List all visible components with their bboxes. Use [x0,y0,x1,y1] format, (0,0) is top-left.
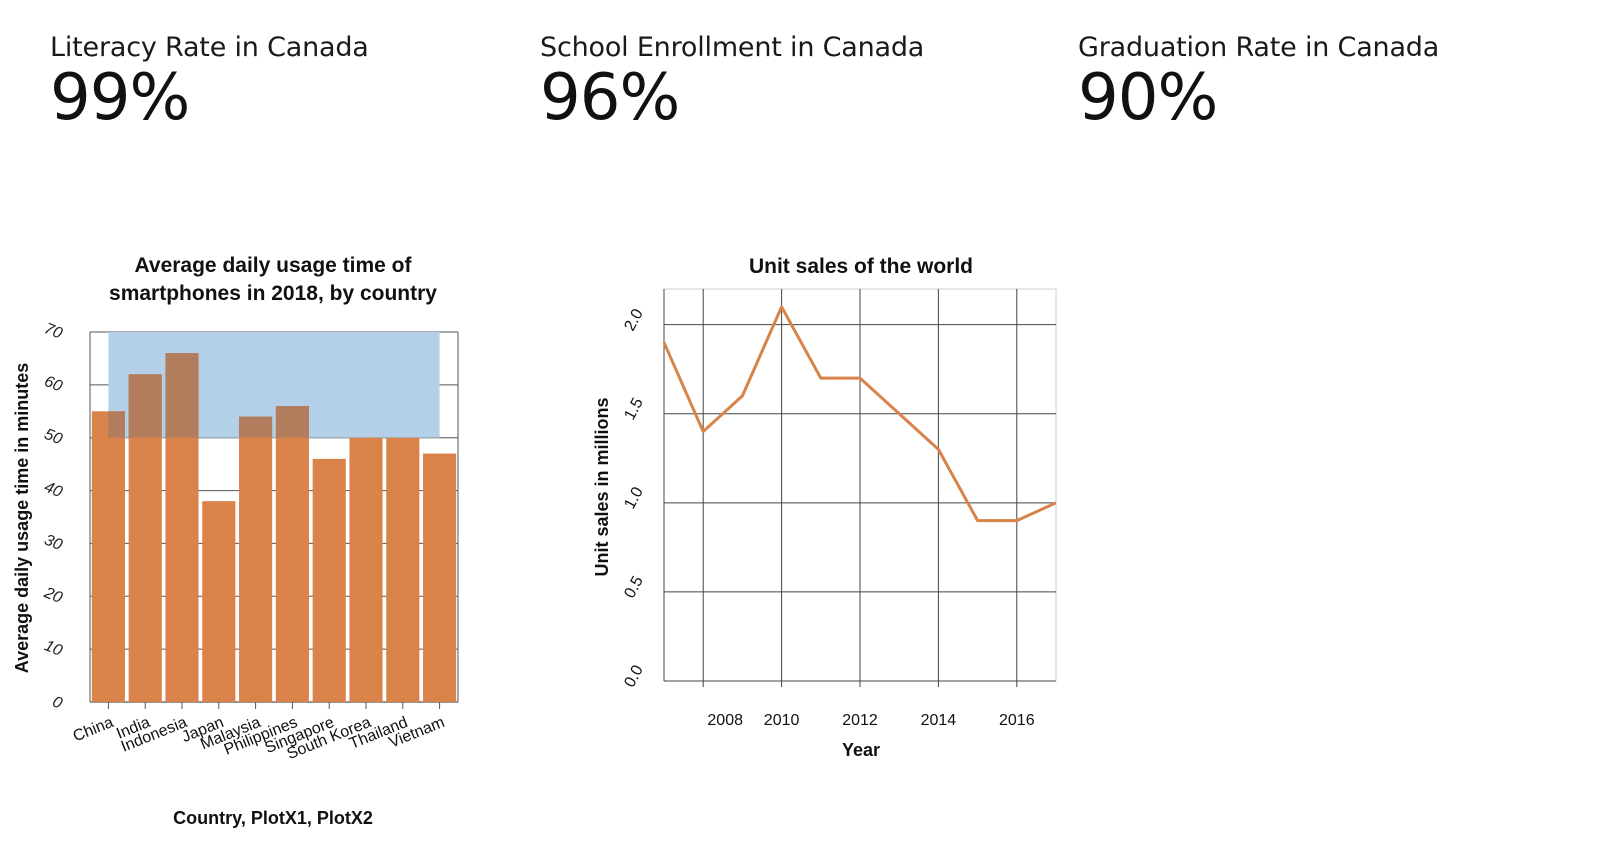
line-chart-x-tick-label: 2012 [842,712,878,729]
bar-chart-y-tick-label: 30 [42,532,65,554]
line-chart-grid [663,288,1057,682]
kpi-value: 99% [50,61,190,136]
bar-chart-y-tick-label: 20 [41,584,65,607]
kpi-value: 90% [1078,61,1218,136]
bar-chart-highlight-band [108,332,440,438]
bar-chart-y-axis-label: Average daily usage time in minutes [12,363,32,673]
line-chart-title: Unit sales of the world [749,255,973,278]
line-chart-x-axis-label: Year [842,740,880,760]
bar-band-overlap [165,353,199,438]
bar [202,501,236,702]
bar-chart-y-tick-label: 0 [50,693,65,712]
bar-band-overlap [108,411,125,438]
line-chart-y-tick-label: 0.0 [621,663,646,691]
bar-chart-bars [91,353,457,702]
bar-chart-x-ticks: ChinaIndiaIndonesiaJapanMalaysiaPhilippi… [71,702,447,763]
line-chart-x-tick-label: 2014 [921,712,957,729]
bar-chart-band-rect [108,332,440,438]
bar [312,458,346,702]
line-chart-series [662,305,1057,523]
bar-chart-x-axis-label: Country, PlotX1, PlotX2 [173,808,373,828]
bar [423,453,457,702]
bar [275,406,309,702]
bar [349,437,383,702]
bar [386,437,420,702]
bar-chart-title-line-1: Average daily usage time of [135,254,413,277]
bar [239,416,273,702]
line-chart-x-tick-label: 2008 [707,712,743,729]
bar-band-overlap [275,406,309,438]
bar-chart-title-line-2: smartphones in 2018, by country [109,282,437,305]
kpi-label: Graduation Rate in Canada [1078,32,1440,63]
bar-chart-y-tick-label: 40 [42,479,65,501]
kpi-label: School Enrollment in Canada [540,32,925,63]
bar-band-overlap [128,374,162,438]
line-chart-y-tick-label: 1.5 [621,395,646,423]
line-chart-x-tick-label: 2010 [764,712,800,729]
line-chart-y-tick-label: 1.0 [621,484,646,512]
bar-band-overlap [239,416,273,438]
kpi-literacy: Literacy Rate in Canada 99% [50,32,369,130]
bar-chart-y-tick-label: 60 [42,373,65,395]
kpi-value: 96% [540,61,680,136]
line-chart-y-tick-label: 0.5 [621,573,646,601]
bar-chart-y-tick-label: 10 [42,637,65,659]
bar-chart-x-tick-label: China [71,714,116,745]
kpi-label: Literacy Rate in Canada [50,32,369,63]
line-chart-y-axis-label: Unit sales in millions [592,397,612,576]
line-chart-y-ticks: 0.0 0.5 1.0 1.5 2.0 [621,306,646,690]
bar-chart: Average daily usage time of smartphones … [12,254,459,828]
kpi-enrollment: School Enrollment in Canada 96% [540,32,924,130]
line-chart-x-tick-label: 2016 [999,712,1035,729]
kpi-graduation: Graduation Rate in Canada 90% [1078,32,1439,130]
bar-chart-y-tick-label: 50 [42,426,65,448]
bar [91,411,125,702]
line-chart-x-ticks: 2008 2010 2012 2014 2016 [702,681,1035,729]
bar-chart-y-ticks: 0 10 20 30 40 50 60 70 [41,320,65,712]
line-chart: Unit sales of the world 0.00.51.01.52.0 … [592,255,1057,760]
bar-chart-y-tick-label: 70 [42,320,65,342]
line-chart-y-tick-label: 2.0 [621,306,646,334]
